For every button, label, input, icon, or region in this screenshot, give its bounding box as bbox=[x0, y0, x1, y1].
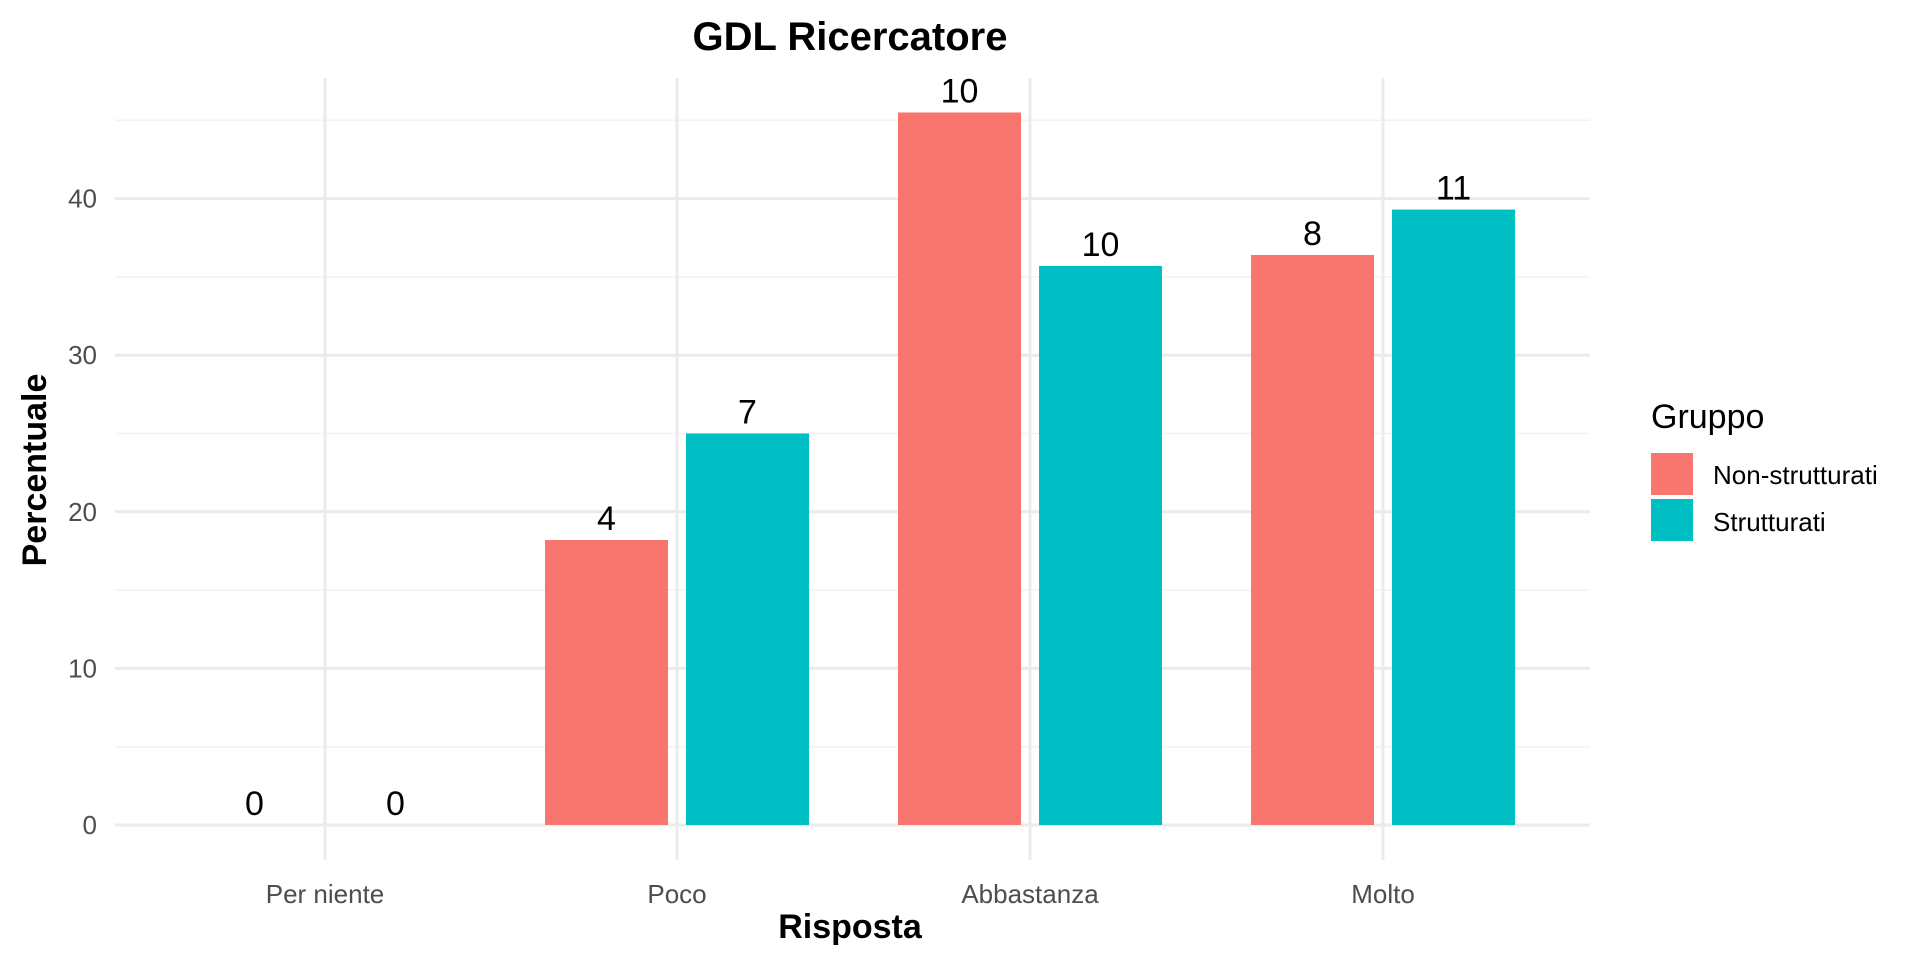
data-label-strutturati: 0 bbox=[386, 785, 405, 823]
data-label-strutturati: 7 bbox=[738, 394, 757, 432]
data-label-strutturati: 11 bbox=[1436, 170, 1471, 208]
chart-title: GDL Ricercatore bbox=[693, 15, 1008, 59]
y-tick-label: 40 bbox=[68, 184, 97, 214]
bar-strutturati bbox=[1392, 209, 1515, 825]
legend-title: Gruppo bbox=[1651, 398, 1764, 436]
grid-layer bbox=[115, 78, 1590, 860]
data-label-non-strutturati: 8 bbox=[1303, 215, 1322, 253]
legend-swatch-non-strutturati bbox=[1651, 453, 1693, 495]
bar-non-strutturati bbox=[545, 539, 668, 825]
x-tick-label: Per niente bbox=[266, 879, 385, 909]
legend: Gruppo Non-strutturati Strutturati bbox=[1651, 398, 1878, 541]
bars-layer bbox=[545, 112, 1515, 826]
x-axis-title: Risposta bbox=[778, 908, 923, 946]
legend-swatch-strutturati bbox=[1651, 499, 1693, 541]
bar-strutturati bbox=[686, 433, 809, 825]
legend-item-non-strutturati: Non-strutturati bbox=[1651, 453, 1878, 495]
data-label-non-strutturati: 4 bbox=[597, 500, 616, 538]
y-tick-labels: 0 10 20 30 40 bbox=[68, 184, 97, 840]
data-label-non-strutturati: 0 bbox=[245, 785, 264, 823]
y-tick-label: 30 bbox=[68, 340, 97, 370]
x-tick-labels: Per niente Poco Abbastanza Molto bbox=[266, 879, 1415, 909]
data-label-strutturati: 10 bbox=[1082, 226, 1120, 264]
bar-non-strutturati bbox=[898, 112, 1021, 826]
y-tick-label: 10 bbox=[68, 653, 97, 683]
legend-label-strutturati: Strutturati bbox=[1713, 507, 1826, 537]
data-labels-layer: 0 4 10 8 0 7 10 11 bbox=[245, 72, 1471, 823]
y-axis-title: Percentuale bbox=[16, 374, 54, 567]
bar-strutturati bbox=[1039, 265, 1162, 825]
bar-non-strutturati bbox=[1251, 254, 1374, 825]
legend-label-non-strutturati: Non-strutturati bbox=[1713, 460, 1878, 490]
x-tick-label: Abbastanza bbox=[961, 879, 1099, 909]
legend-item-strutturati: Strutturati bbox=[1651, 499, 1826, 541]
y-tick-label: 20 bbox=[68, 497, 97, 527]
x-tick-label: Poco bbox=[647, 879, 706, 909]
y-tick-label: 0 bbox=[83, 810, 97, 840]
data-label-non-strutturati: 10 bbox=[941, 72, 979, 110]
x-tick-label: Molto bbox=[1351, 879, 1415, 909]
